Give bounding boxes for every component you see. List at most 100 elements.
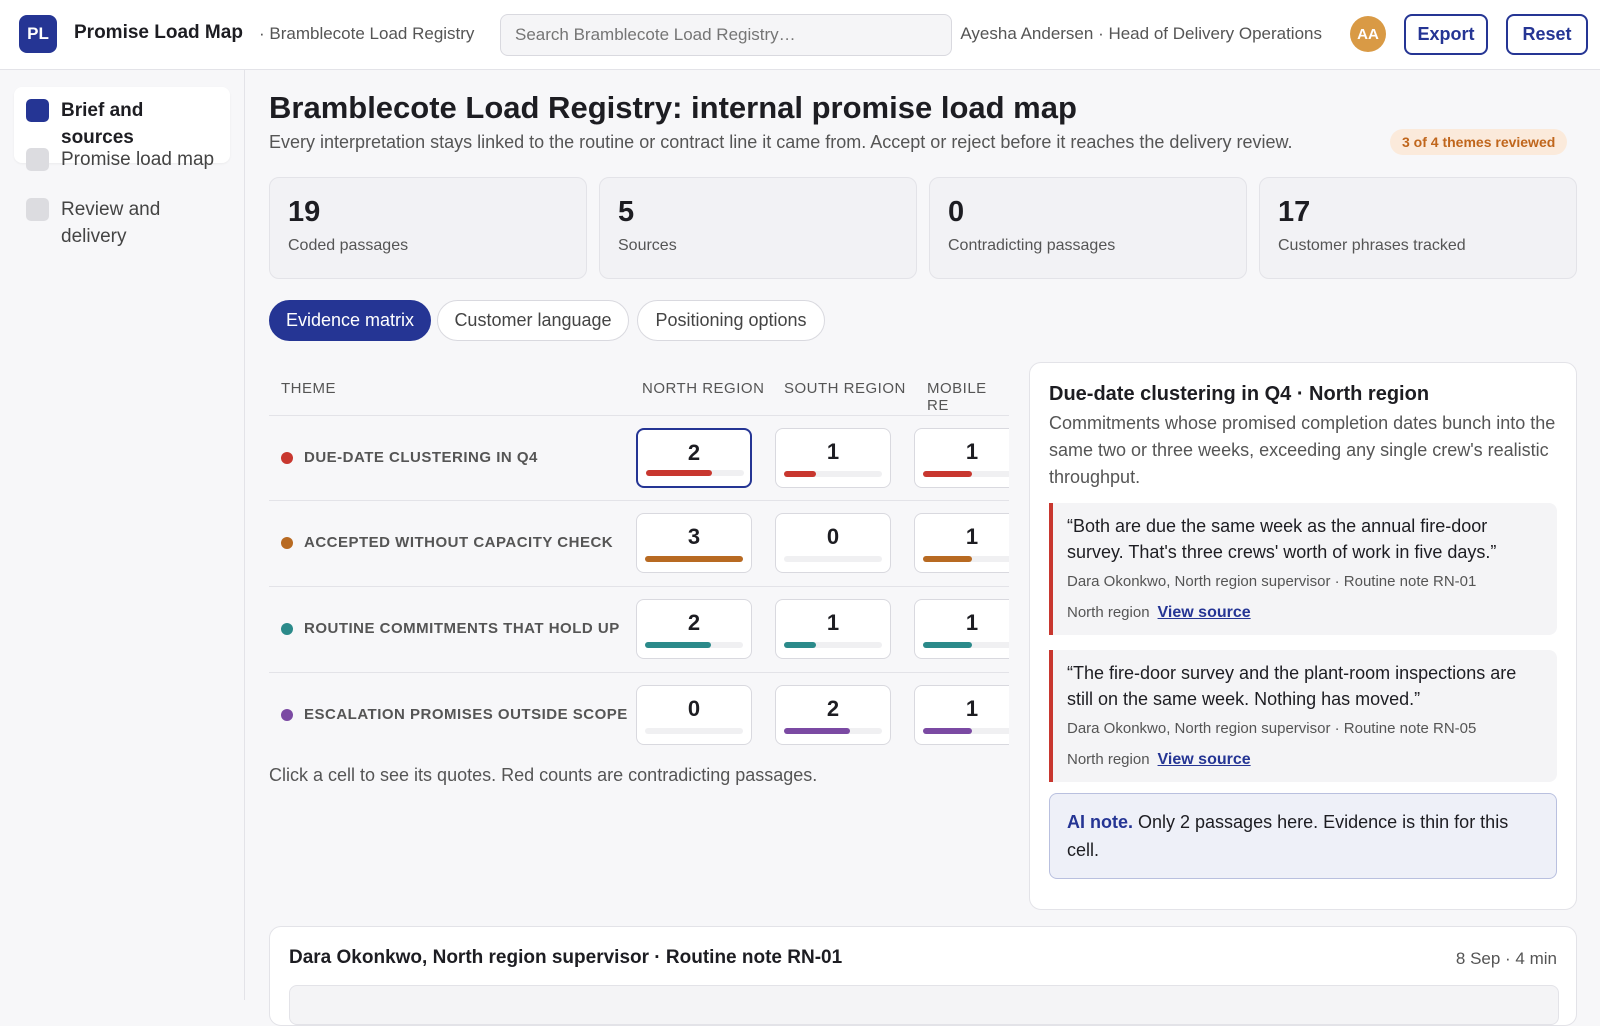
theme-label: ACCEPTED WITHOUT CAPACITY CHECK — [281, 534, 613, 551]
theme-label: ESCALATION PROMISES OUTSIDE SCOPE — [281, 706, 628, 723]
quote-meta: North region View source — [1067, 604, 1543, 622]
quote-panel: Due-date clustering in Q4 · North region… — [1029, 362, 1577, 910]
matrix-cell-mobile[interactable]: 1 — [914, 685, 1009, 745]
nav-square-icon — [26, 148, 49, 171]
stat-value: 17 — [1278, 196, 1311, 228]
matrix-cell-north[interactable]: 0 — [636, 685, 752, 745]
theme-label: ROUTINE COMMITMENTS THAT HOLD UP — [281, 620, 620, 637]
theme-dot-icon — [281, 451, 293, 464]
matrix-cell-south[interactable]: 0 — [775, 513, 891, 573]
divider — [269, 500, 1009, 501]
cell-bar-fill — [923, 728, 972, 734]
source-card-meta: 8 Sep · 4 min — [1455, 949, 1557, 968]
matrix-cell-south[interactable]: 1 — [775, 428, 891, 488]
matrix-cell-north[interactable]: 2 — [636, 428, 752, 488]
quote-card: “Both are due the same week as the annua… — [1049, 503, 1557, 635]
matrix-cell-south[interactable]: 1 — [775, 599, 891, 659]
sidebar-item-brief[interactable]: Brief and sources — [14, 87, 230, 163]
sidebar-item-review[interactable]: Review and delivery — [14, 186, 184, 262]
source-card: Dara Okonkwo, North region supervisor · … — [269, 926, 1577, 1026]
cell-bar-track — [784, 471, 882, 477]
source-card-body — [289, 985, 1559, 1025]
sidebar-item-promise-load-map[interactable]: Promise load map — [14, 136, 230, 185]
sidebar-item-label: Brief and sources — [61, 100, 144, 148]
status-badge: 3 of 4 themes reviewed — [1390, 129, 1568, 155]
theme-dot-icon — [281, 708, 293, 721]
tab-positioning-options[interactable]: Positioning options — [637, 300, 825, 341]
cell-count: 1 — [826, 439, 840, 464]
cell-bar-fill — [923, 556, 972, 562]
cell-bar-fill — [923, 471, 972, 477]
breadcrumb[interactable]: · Bramblecote Load Registry — [259, 24, 475, 43]
matrix-cell-mobile[interactable]: 1 — [914, 428, 1009, 488]
cell-count: 1 — [965, 610, 979, 635]
reset-button[interactable]: Reset — [1506, 14, 1588, 55]
stat-card-coded-passages: 19 Coded passages — [269, 177, 587, 279]
cell-bar-fill — [784, 471, 816, 477]
cell-bar-fill — [784, 642, 816, 648]
stat-card-contradicting: 0 Contradicting passages — [929, 177, 1247, 279]
matrix-cell-mobile[interactable]: 1 — [914, 599, 1009, 659]
cell-bar-track — [923, 728, 1009, 734]
cell-bar-fill — [784, 728, 850, 734]
cell-bar-fill — [646, 470, 712, 476]
cell-count: 1 — [965, 524, 979, 549]
stat-label: Contradicting passages — [948, 237, 1116, 254]
theme-name: ROUTINE COMMITMENTS THAT HOLD UP — [304, 620, 620, 637]
quote-source: Dara Okonkwo, North region supervisor · … — [1067, 573, 1477, 590]
cell-count: 0 — [826, 524, 840, 549]
quote-text: “Both are due the same week as the annua… — [1067, 516, 1497, 562]
panel-description: Commitments whose promised completion da… — [1049, 413, 1556, 487]
theme-dot-icon — [281, 536, 293, 549]
cell-bar-fill — [645, 556, 743, 562]
matrix-cell-south[interactable]: 2 — [775, 685, 891, 745]
cell-count: 0 — [687, 696, 701, 721]
theme-name: ACCEPTED WITHOUT CAPACITY CHECK — [304, 534, 614, 551]
matrix-cell-mobile[interactable]: 1 — [914, 513, 1009, 573]
nav-square-icon — [26, 99, 49, 122]
cell-bar-track — [923, 556, 1009, 562]
quote-source: Dara Okonkwo, North region supervisor · … — [1067, 720, 1477, 737]
theme-label: DUE-DATE CLUSTERING IN Q4 — [281, 449, 538, 466]
view-source-link[interactable]: View source — [1157, 751, 1251, 768]
nav-square-icon — [26, 198, 49, 221]
view-source-link[interactable]: View source — [1157, 604, 1251, 621]
tab-evidence-matrix[interactable]: Evidence matrix — [269, 300, 431, 341]
stat-value: 0 — [948, 196, 965, 228]
cell-bar-track — [645, 642, 743, 648]
matrix-cell-north[interactable]: 3 — [636, 513, 752, 573]
sidebar-item-label: Review and delivery — [61, 199, 161, 247]
page-title: Bramblecote Load Registry: internal prom… — [269, 90, 1077, 125]
cell-bar-track — [645, 556, 743, 562]
page-subtitle: Every interpretation stays linked to the… — [269, 132, 1293, 152]
tab-customer-language[interactable]: Customer language — [437, 300, 629, 341]
evidence-matrix: THEME NORTH REGION SOUTH REGION MOBILE R… — [269, 360, 1009, 746]
theme-name: DUE-DATE CLUSTERING IN Q4 — [304, 449, 538, 466]
cell-bar-track — [923, 642, 1009, 648]
quote-text: “The fire-door survey and the plant-room… — [1067, 663, 1517, 709]
quote-region: North region — [1067, 604, 1150, 621]
cell-bar-track — [923, 471, 1009, 477]
user-name: Ayesha Andersen · Head of Delivery Opera… — [960, 24, 1322, 43]
ai-note-label: AI note. — [1067, 812, 1133, 832]
cell-count: 1 — [826, 610, 840, 635]
cell-count: 3 — [687, 524, 701, 549]
sidebar-item-label: Promise load map — [61, 149, 215, 170]
avatar[interactable]: AA — [1350, 16, 1386, 52]
quote-meta: North region View source — [1067, 751, 1543, 769]
cell-bar-track — [784, 642, 882, 648]
matrix-hint: Click a cell to see its quotes. Red coun… — [269, 765, 818, 785]
ai-note-text: Only 2 passages here. Evidence is thin f… — [1067, 812, 1509, 860]
column-header-north: NORTH REGION — [642, 380, 765, 397]
stat-label: Sources — [618, 237, 677, 254]
export-button[interactable]: Export — [1404, 14, 1488, 55]
app-name: Promise Load Map — [74, 22, 243, 43]
source-card-title: Dara Okonkwo, North region supervisor · … — [289, 947, 843, 968]
column-header-theme: THEME — [281, 380, 336, 397]
sidebar: Brief and sources Promise load map Revie… — [0, 70, 245, 1000]
stat-value: 19 — [288, 196, 321, 228]
stat-card-sources: 5 Sources — [599, 177, 917, 279]
matrix-cell-north[interactable]: 2 — [636, 599, 752, 659]
stat-card-customer-phrases: 17 Customer phrases tracked — [1259, 177, 1577, 279]
search-input[interactable] — [500, 14, 952, 56]
